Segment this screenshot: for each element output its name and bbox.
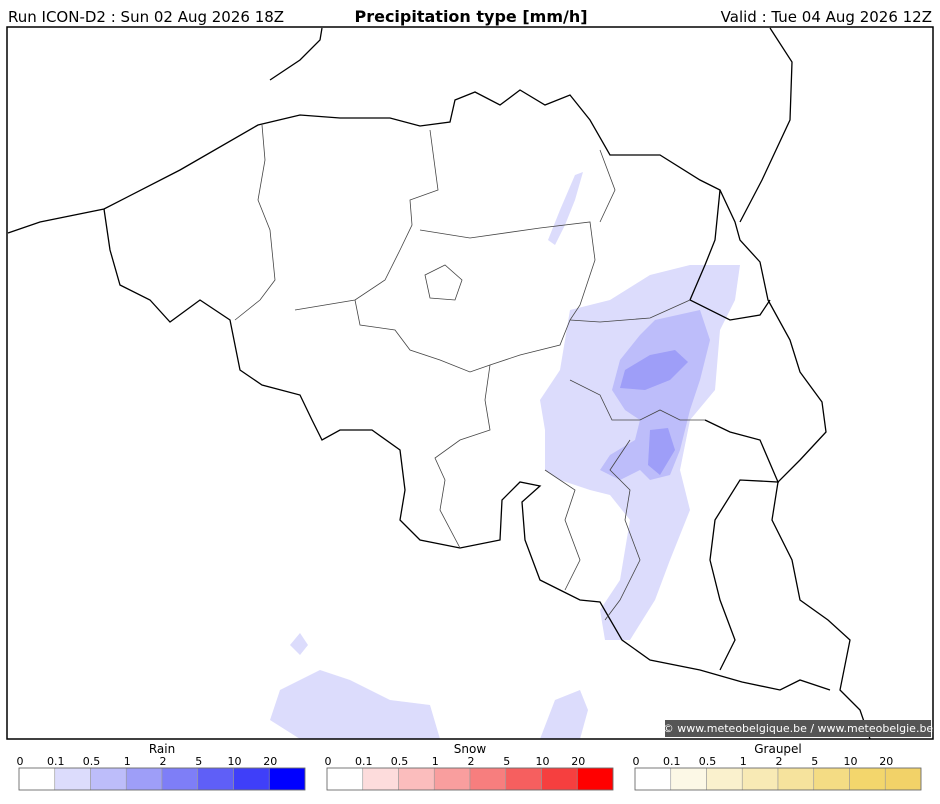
legend-swatch [197, 767, 234, 791]
legend-tick-label: 2 [776, 755, 783, 768]
rain-area [270, 670, 440, 739]
legend-swatch [398, 767, 435, 791]
credit: © www.meteobelgique.be / www.meteobelgie… [663, 722, 934, 735]
rain-area [620, 350, 688, 390]
rain-area [540, 690, 588, 739]
credit-box [665, 720, 931, 737]
legend-tick-label: 1 [740, 755, 747, 768]
province-borders [234, 124, 705, 621]
legend-title: Rain [149, 742, 175, 756]
legend-swatch [326, 767, 364, 791]
legend-tick-label: 2 [160, 755, 167, 768]
legend-tick-label: 10 [536, 755, 550, 768]
legend-tick-label: 0.5 [83, 755, 101, 768]
legend-tick-label: 5 [195, 755, 202, 768]
legend-tick-label: 10 [844, 755, 858, 768]
rain-area [648, 428, 675, 475]
legend-tick-label: 20 [263, 755, 277, 768]
legend-tick-label: 10 [228, 755, 242, 768]
legend-swatch [576, 767, 614, 791]
legend-tick-label: 20 [879, 755, 893, 768]
legend-swatch [54, 767, 91, 791]
legend-tick-label: 5 [503, 755, 510, 768]
legend-swatch [268, 767, 306, 791]
legend-swatch [884, 767, 922, 791]
legend-title: Snow [454, 742, 487, 756]
map-frame [6, 26, 934, 740]
legend-frame [18, 767, 306, 791]
legend-swatch [541, 767, 578, 791]
legend-tick-label: 0.1 [355, 755, 373, 768]
legend-swatch [469, 767, 507, 791]
legend-swatch [741, 767, 779, 791]
map-area: © www.meteobelgique.be / www.meteobelgie… [6, 26, 934, 740]
rain-area [548, 172, 583, 245]
legend-swatch [706, 767, 743, 791]
run-label: Run ICON-D2 : Sun 02 Aug 2026 18Z [8, 8, 284, 26]
map-title: Precipitation type [mm/h] [354, 7, 587, 26]
legend-tick-label: 0 [325, 755, 332, 768]
legend-tick-label: 5 [811, 755, 818, 768]
legend-frame [326, 767, 614, 791]
legend-tick-label: 0.5 [391, 755, 409, 768]
legend-tick-label: 2 [468, 755, 475, 768]
legend-swatch [433, 767, 471, 791]
legend-swatch [777, 767, 815, 791]
legend-swatch [18, 767, 56, 791]
valid-label: Valid : Tue 04 Aug 2026 12Z [721, 8, 932, 26]
legend-title: Graupel [754, 742, 802, 756]
legend-swatch [125, 767, 163, 791]
legend-swatch [505, 767, 542, 791]
legend-tick-label: 0.1 [47, 755, 65, 768]
legend-swatch [90, 767, 127, 791]
rain-area [290, 633, 308, 655]
legend-tick-label: 1 [124, 755, 131, 768]
legend-swatch [849, 767, 886, 791]
legend-tick-label: 0 [633, 755, 640, 768]
country-borders [7, 27, 871, 739]
legend-tick-label: 0.5 [699, 755, 717, 768]
legend-swatch [233, 767, 270, 791]
legend-tick-label: 1 [432, 755, 439, 768]
legend-swatch [670, 767, 707, 791]
legend-swatch [813, 767, 850, 791]
legend-frame [634, 767, 922, 791]
legend-tick-label: 20 [571, 755, 585, 768]
legend-swatch [362, 767, 399, 791]
legend-tick-label: 0 [17, 755, 24, 768]
legend-tick-label: 0.1 [663, 755, 681, 768]
rain-area [600, 310, 710, 480]
legend-swatch [161, 767, 199, 791]
legend-swatch [634, 767, 672, 791]
